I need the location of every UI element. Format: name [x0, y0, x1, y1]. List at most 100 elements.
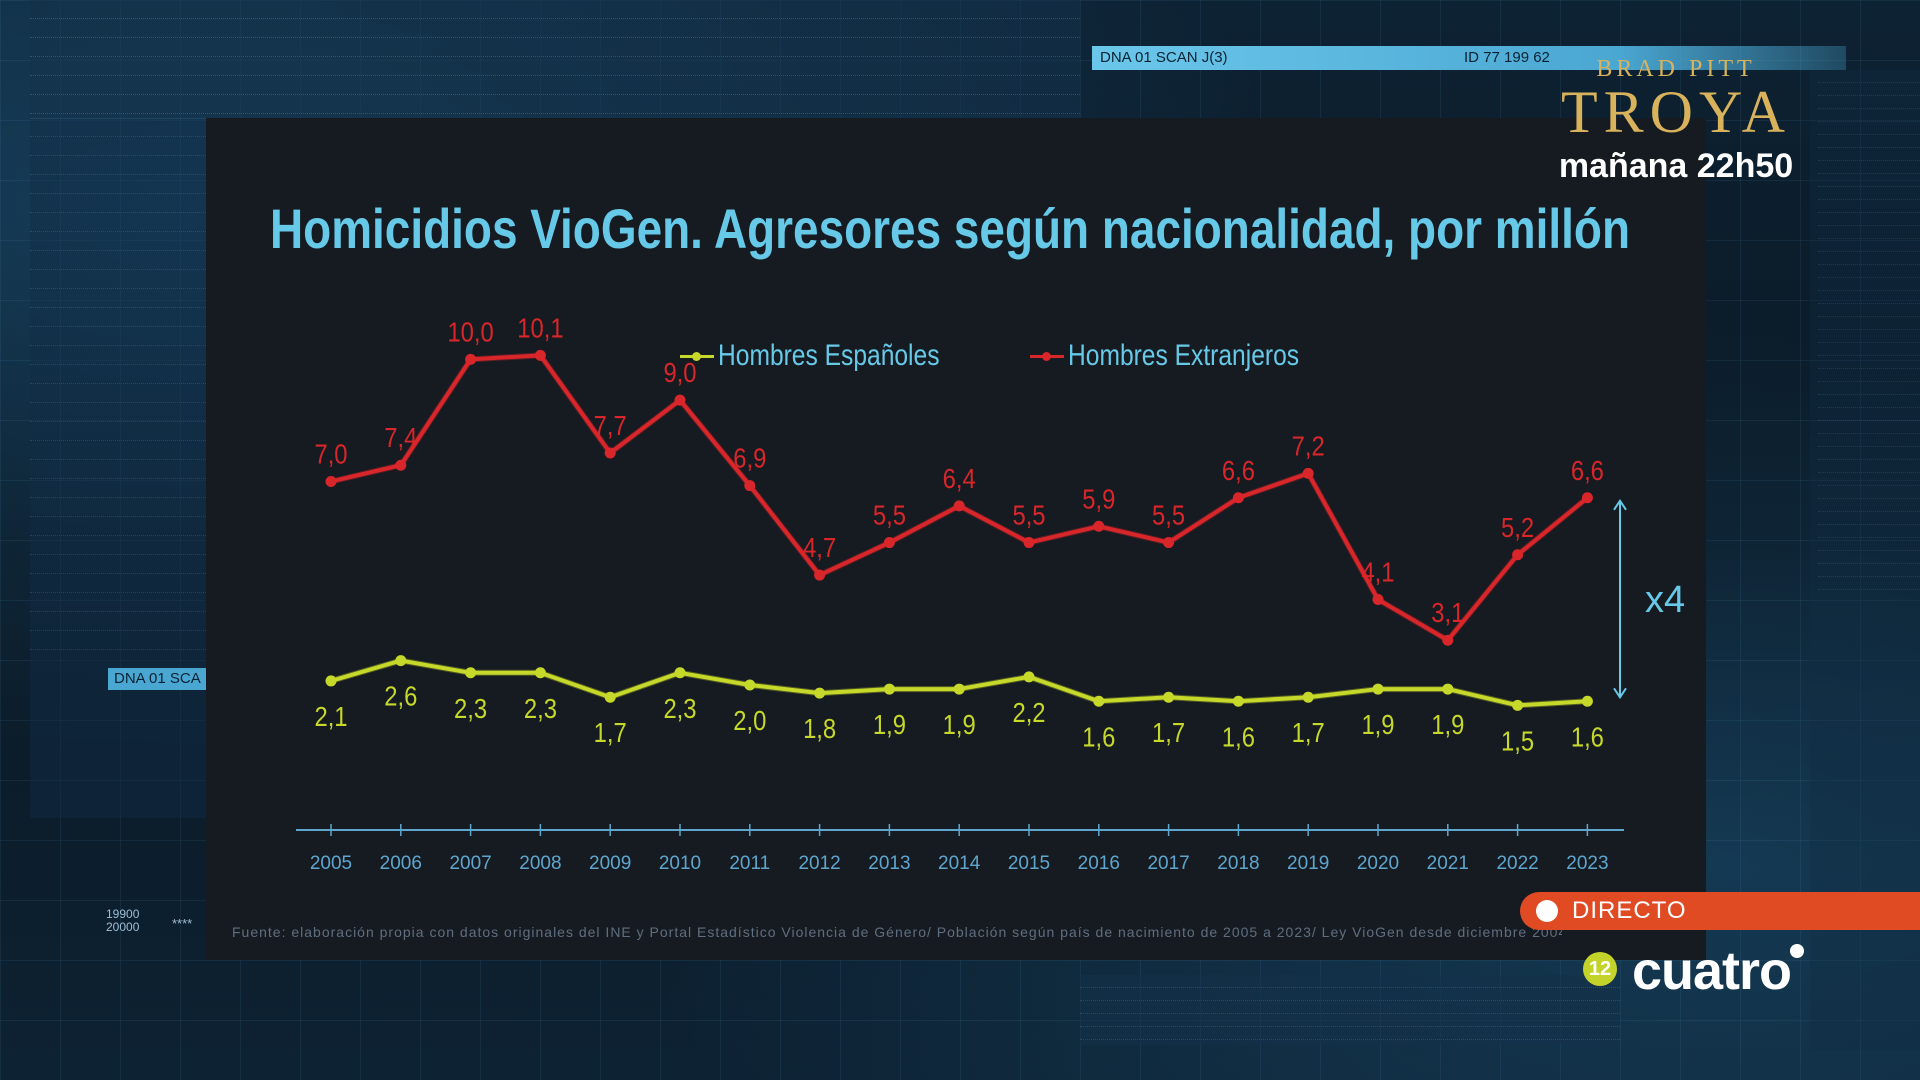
x-tick-label: 2016 [1078, 853, 1120, 874]
x-tick-label: 2023 [1566, 853, 1608, 874]
scan-label: DNA 01 SCAN J(3) [1100, 49, 1228, 66]
legend-marker-spanish [680, 351, 714, 361]
espanoles-data-label: 1,6 [1571, 720, 1604, 752]
espanoles-line [329, 658, 1590, 708]
extranjeros-point [953, 500, 965, 512]
espanoles-data-label: 2,3 [524, 692, 557, 724]
chart-panel [206, 118, 1706, 960]
espanoles-data-label: 1,7 [1292, 716, 1325, 748]
chart-legend: Hombres Españoles Hombres Extranjeros [680, 336, 1386, 376]
espanoles-data-label: 1,6 [1222, 720, 1255, 752]
espanoles-point [1163, 691, 1175, 703]
legend-label-spanish: Hombres Españoles [718, 339, 940, 372]
logo-dot-icon [1790, 944, 1804, 958]
espanoles-point [395, 655, 407, 667]
extranjeros-line [329, 353, 1590, 643]
espanoles-data-label: 1,6 [1082, 720, 1115, 752]
x-tick-label: 2018 [1217, 853, 1259, 874]
extranjeros-data-label: 7,7 [594, 409, 627, 441]
espanoles-data-label: 1,9 [873, 708, 906, 740]
extranjeros-data-label: 9,0 [663, 356, 696, 388]
x-tick-label: 2021 [1427, 853, 1469, 874]
live-dot-icon [1536, 900, 1558, 922]
extranjeros-data-label: 5,9 [1082, 482, 1115, 514]
espanoles-data-label: 1,9 [1431, 708, 1464, 740]
x-tick-label: 2009 [589, 853, 631, 874]
espanoles-point [1023, 671, 1035, 683]
hud-number: 19900 [106, 907, 140, 921]
live-label: DIRECTO [1572, 897, 1687, 924]
extranjeros-data-label: 5,5 [1152, 499, 1185, 531]
age-rating-badge: 12 [1583, 952, 1617, 986]
x-tick-label: 2007 [449, 853, 491, 874]
extranjeros-data-label: 5,5 [1012, 499, 1045, 531]
live-badge: DIRECTO [1520, 892, 1920, 930]
extranjeros-data-label: 4,1 [1361, 556, 1394, 588]
hud-right-list [1810, 70, 1920, 1050]
espanoles-point [744, 679, 756, 691]
multiplier-label: x4 [1645, 579, 1685, 621]
espanoles-point [1512, 699, 1524, 711]
x-tick-label: 2010 [659, 853, 701, 874]
source-note: Fuente: elaboración propia con datos ori… [232, 924, 1562, 940]
x-tick-label: 2012 [798, 853, 840, 874]
extranjeros-point [674, 394, 686, 406]
arrow-down-icon [1613, 687, 1627, 700]
x-tick-label: 2020 [1357, 853, 1399, 874]
extranjeros-data-label: 4,7 [803, 531, 836, 563]
x-tick-label: 2008 [519, 853, 561, 874]
extranjeros-data-label: 3,1 [1431, 596, 1464, 628]
x-tick-label: 2013 [868, 853, 910, 874]
extranjeros-point [1023, 537, 1035, 549]
extranjeros-data-label: 7,4 [384, 421, 417, 453]
x-tick-label: 2015 [1008, 853, 1050, 874]
extranjeros-point [883, 537, 895, 549]
x-tick-label: 2006 [380, 853, 422, 874]
espanoles-point [325, 675, 337, 687]
espanoles-point [953, 683, 965, 695]
promo-small: BRAD PITT [1596, 56, 1756, 82]
x-tick-label: 2017 [1147, 853, 1189, 874]
scan-left-label: DNA 01 SCA [108, 668, 208, 690]
espanoles-data-label: 2,2 [1012, 696, 1045, 728]
espanoles-point [1093, 695, 1105, 707]
extranjeros-data-label: 7,2 [1292, 429, 1325, 461]
scan-id: ID 77 199 62 [1464, 49, 1550, 66]
promo-block: BRAD PITT TROYA mañana 22h50 [1556, 56, 1796, 186]
extranjeros-point [1093, 520, 1105, 532]
hud-left-table [30, 118, 211, 818]
extranjeros-line-glow [328, 352, 1591, 644]
extranjeros-point [744, 480, 756, 492]
x-tick-label: 2011 [729, 853, 770, 874]
espanoles-point [1372, 683, 1384, 695]
chart-title: Homicidios VioGen. Agresores según nacio… [269, 197, 1630, 260]
extranjeros-point [1232, 492, 1244, 504]
legend-label-foreign: Hombres Extranjeros [1068, 339, 1300, 372]
legend-item-spanish: Hombres Españoles [680, 339, 988, 373]
x-tick-label: 2022 [1496, 853, 1538, 874]
promo-big: TROYA [1560, 79, 1791, 145]
extranjeros-data-label: 5,2 [1501, 511, 1534, 543]
espanoles-data-label: 1,5 [1501, 724, 1534, 756]
extranjeros-data-label: 10,1 [517, 311, 563, 343]
extranjeros-point [395, 459, 407, 471]
promo-time: mañana 22h50 [1558, 147, 1794, 185]
extranjeros-point [1581, 492, 1593, 504]
espanoles-point [604, 691, 616, 703]
extranjeros-data-label: 6,6 [1222, 454, 1255, 486]
extranjeros-point [325, 476, 337, 487]
espanoles-point [1232, 695, 1244, 707]
extranjeros-data-label: 5,5 [873, 499, 906, 531]
espanoles-data-label: 1,7 [594, 716, 627, 748]
x-tick-label: 2014 [938, 853, 981, 874]
espanoles-data-label: 1,8 [803, 712, 836, 744]
extranjeros-point [534, 349, 546, 361]
espanoles-point [1581, 695, 1593, 707]
x-tick-label: 2019 [1287, 853, 1329, 874]
espanoles-point [674, 667, 686, 679]
extranjeros-point [1442, 634, 1454, 646]
hud-bottom-table [1080, 975, 1620, 1045]
espanoles-data-label: 1,7 [1152, 716, 1185, 748]
legend-marker-foreign [1030, 351, 1065, 361]
